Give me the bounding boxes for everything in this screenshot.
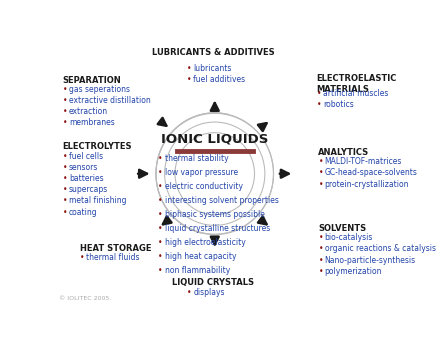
Text: •: • bbox=[62, 152, 67, 161]
Text: •: • bbox=[317, 100, 321, 109]
Text: •: • bbox=[62, 163, 67, 172]
Text: artificial muscles: artificial muscles bbox=[323, 89, 388, 98]
Text: gas seperations: gas seperations bbox=[69, 85, 130, 94]
Text: Nano-particle-synthesis: Nano-particle-synthesis bbox=[325, 256, 416, 265]
Text: •: • bbox=[158, 182, 162, 191]
Text: •: • bbox=[62, 118, 67, 127]
Text: SEPARATION: SEPARATION bbox=[62, 76, 121, 85]
Text: low vapor pressure: low vapor pressure bbox=[165, 168, 238, 177]
Text: •: • bbox=[318, 256, 323, 265]
Text: high electroelasticity: high electroelasticity bbox=[165, 238, 245, 247]
Text: interesting solvent properties: interesting solvent properties bbox=[165, 196, 278, 205]
Text: IONIC LIQUIDS: IONIC LIQUIDS bbox=[161, 133, 268, 146]
Text: thermal fluids: thermal fluids bbox=[86, 253, 140, 262]
Text: bio-catalysis: bio-catalysis bbox=[325, 233, 373, 242]
Text: batteries: batteries bbox=[69, 174, 103, 183]
Text: SOLVENTS: SOLVENTS bbox=[318, 224, 367, 233]
Text: sensors: sensors bbox=[69, 163, 98, 172]
Text: ELECTROLYTES: ELECTROLYTES bbox=[62, 142, 132, 151]
Text: LIQUID CRYSTALS: LIQUID CRYSTALS bbox=[172, 278, 254, 287]
Text: GC-head-space-solvents: GC-head-space-solvents bbox=[325, 169, 417, 178]
Text: •: • bbox=[158, 224, 162, 233]
Text: •: • bbox=[158, 210, 162, 219]
Text: metal finishing: metal finishing bbox=[69, 196, 126, 205]
Text: high heat capacity: high heat capacity bbox=[165, 252, 236, 261]
Text: non flammability: non flammability bbox=[165, 266, 230, 275]
Text: fuel cells: fuel cells bbox=[69, 152, 103, 161]
Text: •: • bbox=[158, 168, 162, 177]
Text: lubricants: lubricants bbox=[193, 64, 231, 73]
Text: •: • bbox=[80, 253, 84, 262]
Text: •: • bbox=[187, 64, 192, 73]
Text: displays: displays bbox=[193, 288, 225, 297]
Text: •: • bbox=[62, 96, 67, 105]
Text: •: • bbox=[318, 169, 323, 178]
Text: •: • bbox=[62, 85, 67, 94]
Text: •: • bbox=[318, 233, 323, 242]
Text: •: • bbox=[62, 107, 67, 116]
Text: •: • bbox=[158, 196, 162, 205]
Text: fuel additives: fuel additives bbox=[193, 75, 245, 84]
Text: •: • bbox=[62, 196, 67, 205]
Text: robotics: robotics bbox=[323, 100, 354, 109]
Text: MALDI-TOF-matrices: MALDI-TOF-matrices bbox=[325, 157, 402, 166]
Text: •: • bbox=[62, 185, 67, 194]
Text: extractive distillation: extractive distillation bbox=[69, 96, 151, 105]
Text: •: • bbox=[62, 174, 67, 183]
Text: •: • bbox=[158, 238, 162, 247]
Text: coating: coating bbox=[69, 208, 98, 217]
Text: •: • bbox=[158, 154, 162, 163]
Text: •: • bbox=[187, 75, 192, 84]
Text: protein-crystallization: protein-crystallization bbox=[325, 180, 409, 189]
Text: supercaps: supercaps bbox=[69, 185, 108, 194]
Text: •: • bbox=[158, 266, 162, 275]
Text: ANALYTICS: ANALYTICS bbox=[318, 148, 370, 157]
Text: extraction: extraction bbox=[69, 107, 108, 116]
Text: electric conductivity: electric conductivity bbox=[165, 182, 243, 191]
Text: liquid crystalline structures: liquid crystalline structures bbox=[165, 224, 270, 233]
Text: polymerization: polymerization bbox=[325, 267, 382, 276]
Text: biphasic systems possible: biphasic systems possible bbox=[165, 210, 264, 219]
Text: •: • bbox=[318, 180, 323, 189]
Text: •: • bbox=[317, 89, 321, 98]
Text: thermal stability: thermal stability bbox=[165, 154, 228, 163]
Text: •: • bbox=[62, 208, 67, 217]
Text: ELECTROELASTIC
MATERIALS: ELECTROELASTIC MATERIALS bbox=[317, 74, 397, 94]
Text: organic reactions & catalysis: organic reactions & catalysis bbox=[325, 245, 436, 254]
Text: •: • bbox=[158, 252, 162, 261]
Text: •: • bbox=[318, 157, 323, 166]
Text: •: • bbox=[318, 267, 323, 276]
Text: •: • bbox=[187, 288, 192, 297]
Text: © IOLITEC 2005.: © IOLITEC 2005. bbox=[59, 297, 112, 301]
Text: HEAT STORAGE: HEAT STORAGE bbox=[80, 244, 152, 253]
Text: •: • bbox=[318, 245, 323, 254]
Text: membranes: membranes bbox=[69, 118, 115, 127]
Text: LUBRICANTS & ADDITIVES: LUBRICANTS & ADDITIVES bbox=[152, 48, 274, 57]
